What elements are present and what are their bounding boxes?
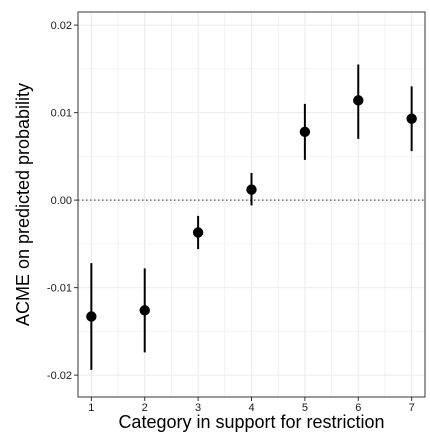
x-tick-label: 3 <box>195 402 201 414</box>
estimate-point-1 <box>86 311 97 322</box>
axis-ticks: -0.02 -0.01 0.00 0.01 0.02 1 2 3 4 5 6 7 <box>47 20 415 414</box>
estimate-point-5 <box>299 126 311 138</box>
y-tick-label: 0.01 <box>51 108 72 120</box>
estimate-point-7 <box>406 113 417 124</box>
estimate-point-6 <box>353 95 364 106</box>
x-tick-label: 2 <box>142 402 148 414</box>
x-tick-label: 7 <box>409 402 415 414</box>
x-tick-label: 1 <box>88 402 94 414</box>
y-tick-label: -0.02 <box>47 370 72 382</box>
y-axis-title: ACME on predicted probability <box>13 83 33 326</box>
estimate-point-4 <box>246 184 257 195</box>
x-tick-label: 4 <box>248 402 254 414</box>
data-marks <box>86 64 417 370</box>
x-tick-label: 5 <box>302 402 308 414</box>
estimate-point-2 <box>139 305 150 316</box>
x-axis-title: Category in support for restriction <box>118 412 384 432</box>
y-tick-label: -0.01 <box>47 283 72 295</box>
y-tick-label: 0.02 <box>51 20 72 32</box>
estimate-point-3 <box>192 227 204 238</box>
y-tick-label: 0.00 <box>51 195 72 207</box>
x-tick-label: 6 <box>355 402 361 414</box>
grid-lines <box>78 12 425 397</box>
